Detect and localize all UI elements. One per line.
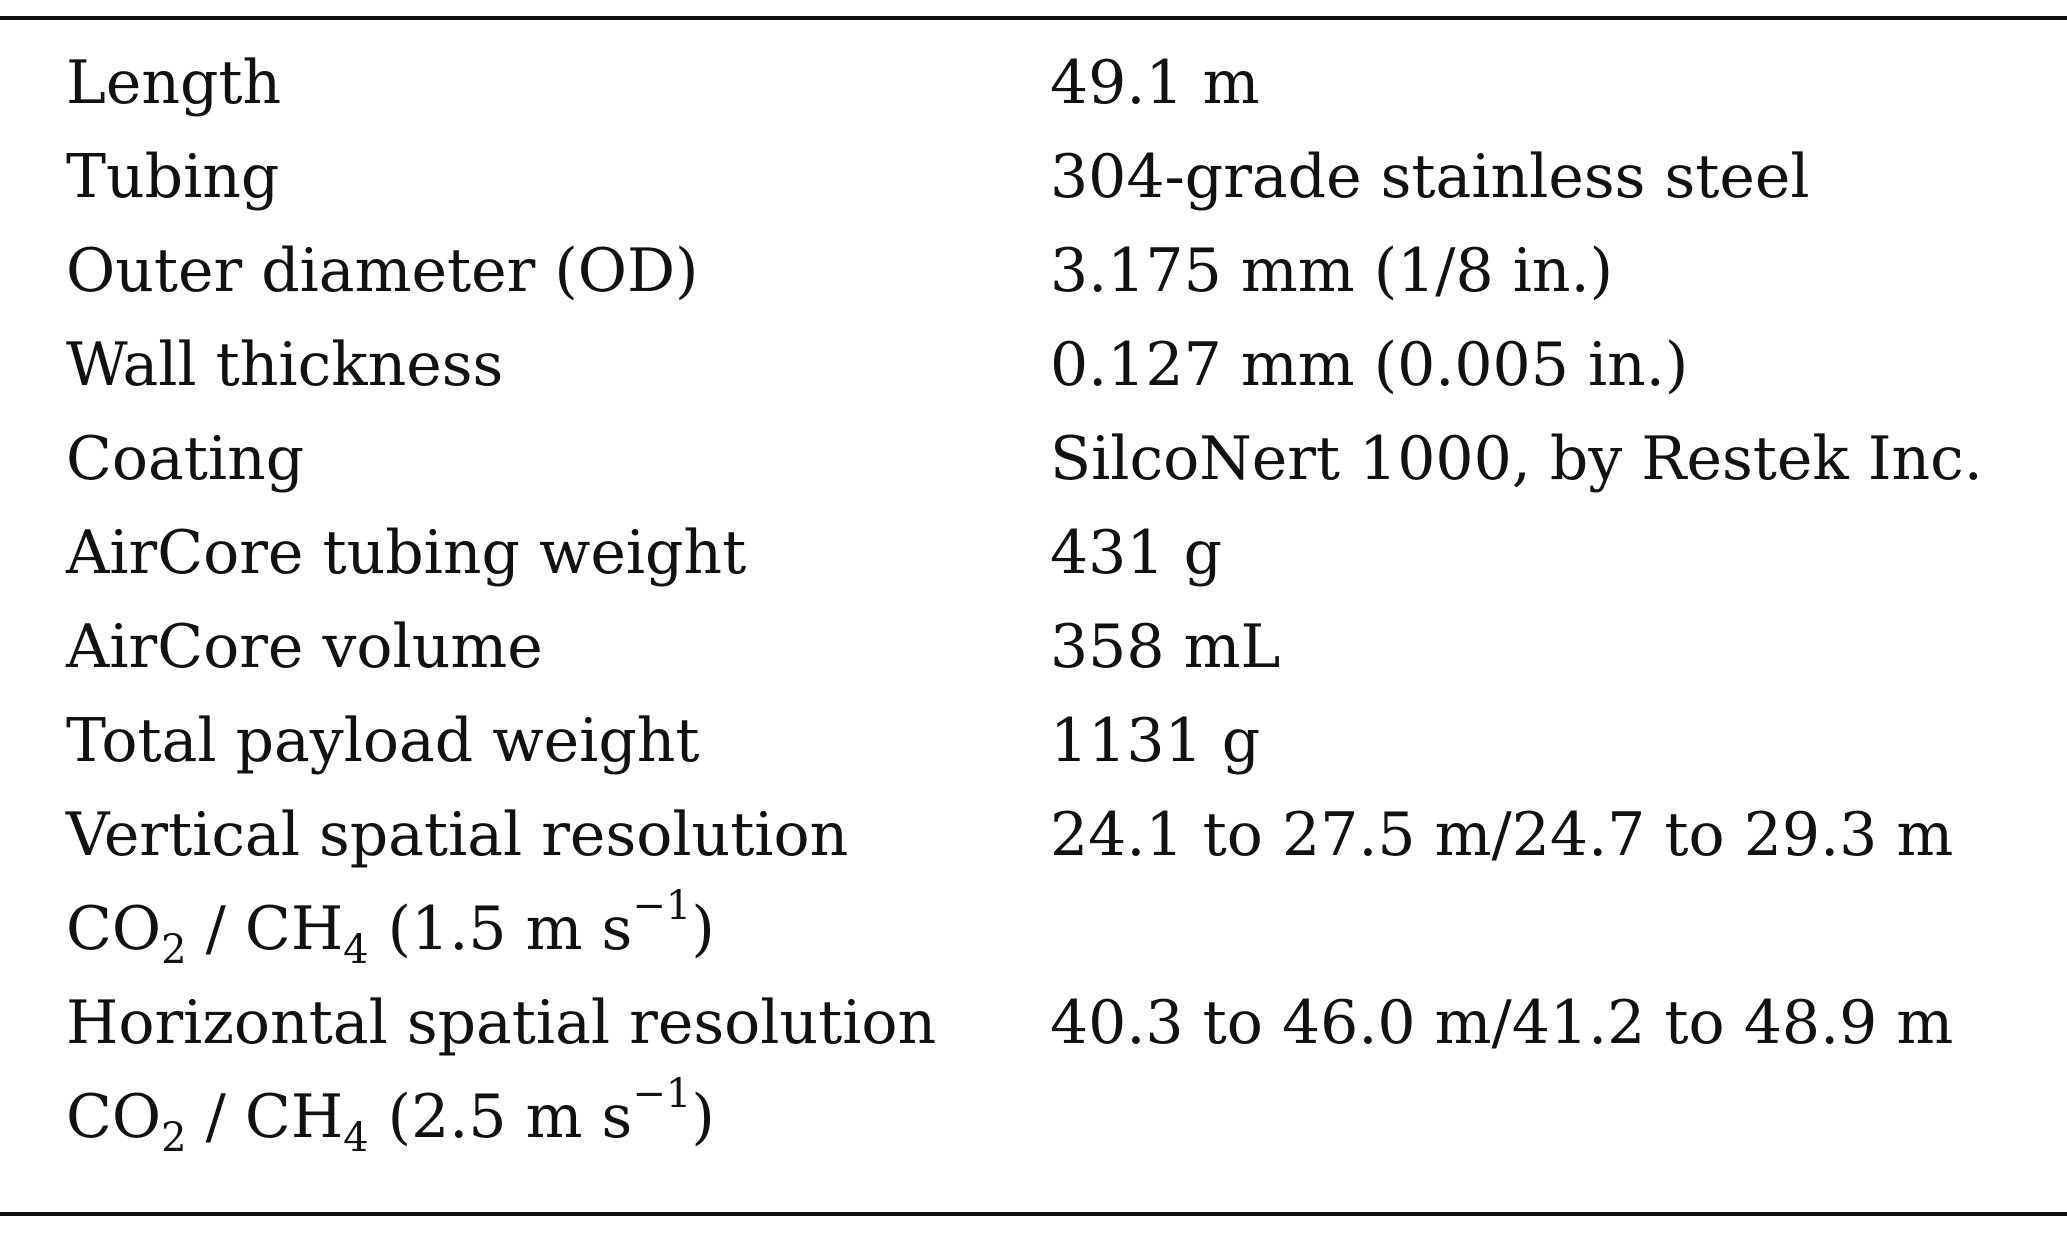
row-value: 358 mL [1050, 612, 1281, 682]
row-value: 1131 g [1050, 706, 1261, 776]
table-row: Length 49.1 m [0, 36, 2067, 130]
table-row: AirCore tubing weight 431 g [0, 506, 2067, 600]
row-value: 3.175 mm (1/8 in.) [1050, 236, 1614, 306]
co-text: CO [66, 894, 162, 964]
row-label: Wall thickness [66, 330, 504, 400]
row-label: Outer diameter (OD) [66, 236, 699, 306]
row-value-empty [1050, 1070, 2067, 1164]
specification-table: Length 49.1 m Tubing 304-grade stainless… [0, 36, 2067, 1164]
table-row-horizontal-resolution: Horizontal spatial resolution 40.3 to 46… [0, 976, 2067, 1070]
row-label: AirCore tubing weight [66, 518, 747, 588]
table-row: Tubing 304-grade stainless steel [0, 130, 2067, 224]
row-label: Total payload weight [66, 706, 700, 776]
exponent: −1 [632, 883, 692, 929]
row-label: AirCore volume [66, 612, 543, 682]
co-subscript: 2 [161, 1115, 187, 1161]
row-value: 0.127 mm (0.005 in.) [1050, 330, 1689, 400]
separator-text: / CH [186, 1082, 344, 1152]
separator-text: / CH [186, 894, 344, 964]
row-label-formula: CO2 / CH4 (1.5 m s−1) [0, 882, 1050, 976]
top-rule [0, 16, 2067, 20]
row-value: SilcoNert 1000, by Restek Inc. [1050, 424, 1983, 494]
row-value: 24.1 to 27.5 m/24.7 to 29.3 m [1050, 800, 1954, 870]
row-label: Horizontal spatial resolution [66, 988, 937, 1058]
row-value: 40.3 to 46.0 m/41.2 to 48.9 m [1050, 988, 1954, 1058]
table-row: Total payload weight 1131 g [0, 694, 2067, 788]
table-row-vertical-resolution-cont: CO2 / CH4 (1.5 m s−1) [0, 882, 2067, 976]
close-paren: ) [691, 894, 715, 964]
table-row: Outer diameter (OD) 3.175 mm (1/8 in.) [0, 224, 2067, 318]
speed-text: (1.5 m s [368, 894, 633, 964]
row-label: Tubing [66, 142, 280, 212]
row-value: 49.1 m [1050, 48, 1260, 118]
row-value: 431 g [1050, 518, 1223, 588]
co-text: CO [66, 1082, 162, 1152]
row-value: 304-grade stainless steel [1050, 142, 1810, 212]
bottom-rule [0, 1212, 2067, 1216]
row-label: Coating [66, 424, 305, 494]
table-row: AirCore volume 358 mL [0, 600, 2067, 694]
row-label: Length [66, 48, 282, 118]
table-row: Coating SilcoNert 1000, by Restek Inc. [0, 412, 2067, 506]
row-label: Vertical spatial resolution [66, 800, 849, 870]
speed-text: (2.5 m s [368, 1082, 633, 1152]
table-row: Wall thickness 0.127 mm (0.005 in.) [0, 318, 2067, 412]
close-paren: ) [691, 1082, 715, 1152]
table-row-horizontal-resolution-cont: CO2 / CH4 (2.5 m s−1) [0, 1070, 2067, 1164]
exponent: −1 [632, 1071, 692, 1117]
ch-subscript: 4 [343, 1115, 369, 1161]
ch-subscript: 4 [343, 927, 369, 973]
co-subscript: 2 [161, 927, 187, 973]
table-row-vertical-resolution: Vertical spatial resolution 24.1 to 27.5… [0, 788, 2067, 882]
row-value-empty [1050, 882, 2067, 976]
row-label-formula: CO2 / CH4 (2.5 m s−1) [0, 1070, 1050, 1164]
